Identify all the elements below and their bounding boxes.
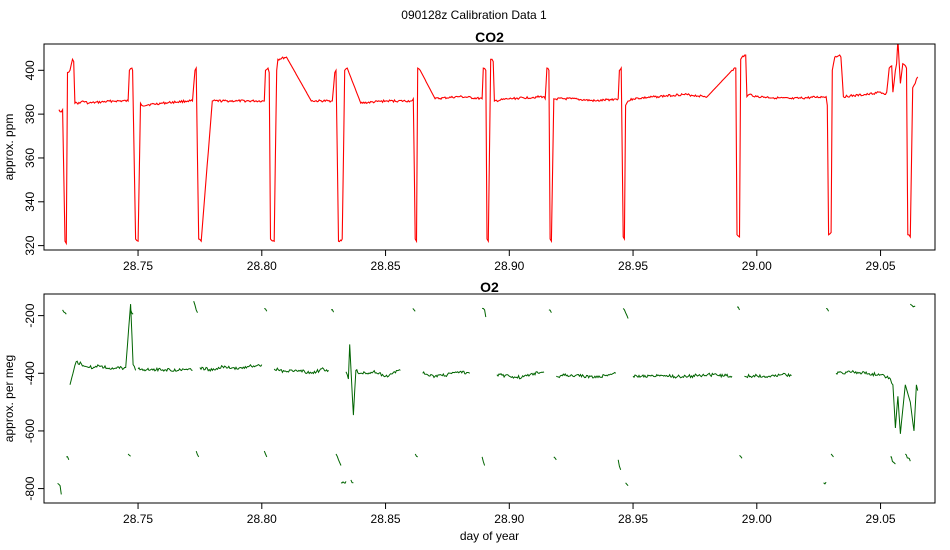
o2-series-segment xyxy=(69,304,137,385)
co2-y-axis-label: approx. ppm xyxy=(2,114,16,181)
o2-panel: O2 28.75 28.80 28.85 28.90 28.95 29.00 29.05 -80… xyxy=(2,279,936,543)
o2-x-tick-label: 29.00 xyxy=(742,512,772,526)
co2-x-tick-label: 28.85 xyxy=(371,259,401,273)
o2-series-segment xyxy=(199,363,263,372)
o2-series-segment xyxy=(736,306,740,311)
o2-series-segment xyxy=(890,456,896,465)
o2-series-segment xyxy=(66,456,70,460)
o2-series-segment xyxy=(909,303,916,308)
o2-y-axis-label: approx. per meg xyxy=(2,355,16,442)
o2-series-segment xyxy=(412,308,416,312)
o2-series-segment xyxy=(496,371,545,380)
o2-data-layer xyxy=(57,301,919,495)
o2-series-segment xyxy=(553,456,557,461)
o2-series-segment xyxy=(481,456,486,466)
o2-chart-title: O2 xyxy=(480,279,499,295)
o2-series-segment xyxy=(482,307,487,318)
o2-series-segment xyxy=(62,309,67,315)
o2-series-segment xyxy=(264,307,268,312)
o2-series-segment xyxy=(414,453,418,458)
o2-series-segment xyxy=(904,453,911,462)
o2-series-segment xyxy=(345,344,401,416)
co2-series-line xyxy=(58,44,919,246)
co2-y-tick-label: 400 xyxy=(23,60,37,80)
o2-series-segment xyxy=(823,481,827,485)
co2-data-layer xyxy=(58,44,919,246)
figure-title: 090128z Calibration Data 1 xyxy=(401,8,547,22)
o2-series-segment xyxy=(835,369,919,434)
o2-series-segment xyxy=(556,371,617,379)
o2-series-segment xyxy=(57,483,62,495)
o2-x-tick-label: 28.95 xyxy=(618,512,648,526)
o2-series-segment xyxy=(744,372,792,379)
o2-series-segment xyxy=(622,308,629,319)
o2-series-segment xyxy=(825,307,830,312)
o2-x-tick-label: 28.80 xyxy=(247,512,277,526)
o2-y-tick-label: -200 xyxy=(23,303,37,327)
co2-plot-frame xyxy=(43,43,936,251)
o2-series-segment xyxy=(263,450,268,458)
co2-y-tick-label: 360 xyxy=(23,148,37,168)
o2-plot-frame xyxy=(43,293,936,504)
o2-x-tick-label: 28.75 xyxy=(123,512,153,526)
o2-series-segment xyxy=(193,301,198,313)
o2-series-segment xyxy=(335,453,342,466)
co2-y-tick-label: 320 xyxy=(23,235,37,255)
o2-series-segment xyxy=(548,309,552,313)
co2-x-tick-label: 29.05 xyxy=(866,259,896,273)
o2-series-segment xyxy=(830,453,834,458)
co2-y-tick-label: 340 xyxy=(23,191,37,211)
o2-x-tick-label: 29.05 xyxy=(866,512,896,526)
o2-series-segment xyxy=(350,479,354,484)
co2-panel: CO2 28.75 28.80 28.85 28.90 28.95 29.00 29.05 32… xyxy=(2,29,936,273)
co2-x-tick-label: 28.80 xyxy=(247,259,277,273)
o2-series-segment xyxy=(195,450,200,458)
co2-x-tick-label: 28.95 xyxy=(618,259,648,273)
co2-x-tick-label: 28.75 xyxy=(123,259,153,273)
o2-series-segment xyxy=(625,482,629,487)
o2-series-segment xyxy=(137,366,193,373)
o2-series-segment xyxy=(617,459,622,470)
o2-series-segment xyxy=(127,453,131,457)
co2-y-tick-label: 380 xyxy=(23,104,37,124)
o2-series-segment xyxy=(739,455,743,459)
o2-series-segment xyxy=(130,309,134,315)
co2-chart-title: CO2 xyxy=(475,29,504,45)
co2-x-tick-label: 29.00 xyxy=(742,259,772,273)
o2-y-tick-label: -600 xyxy=(23,419,37,443)
o2-series-segment xyxy=(632,372,733,379)
o2-series-segment xyxy=(340,481,347,484)
o2-x-axis-label: day of year xyxy=(460,529,519,543)
o2-y-tick-label: -800 xyxy=(23,476,37,500)
o2-y-tick-label: -400 xyxy=(23,361,37,385)
o2-series-segment xyxy=(330,309,335,313)
co2-x-tick-label: 28.90 xyxy=(494,259,524,273)
o2-series-segment xyxy=(273,367,329,375)
o2-series-segment xyxy=(422,370,470,379)
o2-x-tick-label: 28.85 xyxy=(371,512,401,526)
o2-x-tick-label: 28.90 xyxy=(494,512,524,526)
